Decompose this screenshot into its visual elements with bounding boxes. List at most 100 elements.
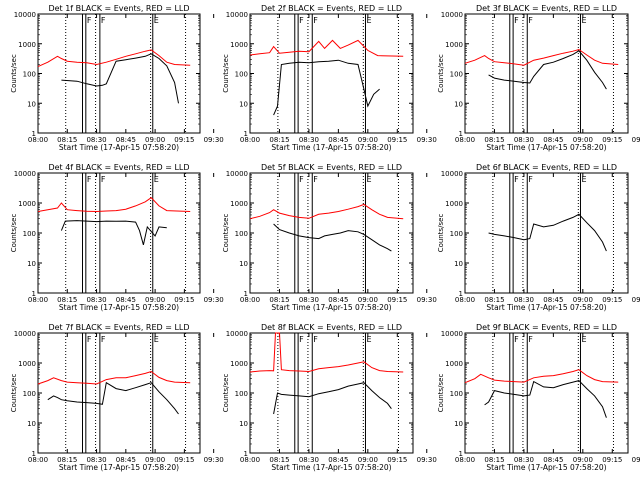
x-tick-label: 08:00 <box>455 136 475 144</box>
x-tick-label: 09:00 <box>573 456 593 464</box>
y-tick-label: 100 <box>450 390 463 398</box>
annotation-label: F <box>528 335 533 344</box>
lld-series-line <box>464 369 619 384</box>
y-tick-label: 1000 <box>230 41 248 49</box>
annotation-label: E <box>366 175 371 184</box>
y-tick-label: 100 <box>450 71 463 79</box>
x-tick-label: 08:15 <box>269 456 289 464</box>
x-tick-label: 08:30 <box>514 456 534 464</box>
lld-series-line <box>37 197 191 213</box>
y-tick-label: 1 <box>459 290 463 298</box>
y-tick-label: 10 <box>27 260 36 268</box>
x-tick-label: 08:00 <box>240 136 260 144</box>
x-tick-label: 08:00 <box>240 456 260 464</box>
x-tick-label: 08:30 <box>514 136 534 144</box>
y-tick-label: 1 <box>32 290 36 298</box>
x-tick-label: 09:30 <box>632 136 640 144</box>
annotation-label: F <box>299 335 304 344</box>
annotation-label: E <box>366 335 371 344</box>
annotation-label: F <box>87 335 92 344</box>
y-tick-label: 10000 <box>14 330 36 338</box>
x-axis-label: Start Time (17-Apr-15 07:58:20) <box>271 143 391 152</box>
panel-title: Det 3f BLACK = Events, RED = LLD <box>476 4 617 13</box>
x-tick-label: 08:00 <box>28 296 48 304</box>
annotation-label: F <box>101 16 106 25</box>
panel-4: Det 4f BLACK = Events, RED = LLD 1 10 100 10… <box>10 163 224 312</box>
events-series-line <box>273 382 392 415</box>
annotation-label: F <box>313 175 318 184</box>
annotation-label: E <box>366 16 371 25</box>
x-tick-label: 09:30 <box>417 296 437 304</box>
x-tick-label: 09:15 <box>387 296 407 304</box>
y-axis-label: Counts/sec <box>10 54 18 93</box>
x-tick-label: 08:00 <box>28 136 48 144</box>
x-tick-label: 09:00 <box>358 296 378 304</box>
annotation-label: E <box>154 175 159 184</box>
x-tick-label: 08:30 <box>299 136 319 144</box>
y-tick-label: 1 <box>32 450 36 458</box>
annotation-label: E <box>154 16 159 25</box>
annotation-label: F <box>514 175 519 184</box>
x-axis-label: Start Time (17-Apr-15 07:58:20) <box>59 303 179 312</box>
panel-1: Det 1f BLACK = Events, RED = LLD 1 10 100 10… <box>10 4 224 152</box>
x-tick-label: 09:00 <box>145 136 165 144</box>
lld-series-line <box>249 332 404 373</box>
y-tick-label: 1 <box>459 130 463 138</box>
lld-series-line <box>37 49 191 68</box>
x-tick-label: 09:30 <box>204 296 224 304</box>
x-tick-label: 09:15 <box>602 136 622 144</box>
events-series-line <box>60 220 167 246</box>
y-tick-label: 1000 <box>445 360 463 368</box>
y-tick-label: 10 <box>454 420 463 428</box>
x-tick-label: 08:15 <box>57 296 77 304</box>
x-tick-label: 08:45 <box>543 136 563 144</box>
x-tick-label: 08:15 <box>57 136 77 144</box>
events-series-line <box>61 53 179 104</box>
y-tick-label: 1000 <box>230 200 248 208</box>
x-tick-label: 09:30 <box>417 456 437 464</box>
x-tick-label: 08:30 <box>86 136 106 144</box>
annotation-label: F <box>101 175 106 184</box>
plot-frame <box>464 13 629 134</box>
x-axis-label: Start Time (17-Apr-15 07:58:20) <box>271 303 391 312</box>
y-axis-label: Counts/sec <box>437 54 445 93</box>
events-series-line <box>488 213 607 252</box>
x-tick-label: 09:15 <box>387 136 407 144</box>
panel-title: Det 4f BLACK = Events, RED = LLD <box>48 163 189 172</box>
lld-series-line <box>249 39 404 57</box>
annotation-label: F <box>299 16 304 25</box>
x-tick-label: 08:30 <box>299 296 319 304</box>
y-tick-label: 1000 <box>18 41 36 49</box>
events-series-line <box>47 381 179 415</box>
x-tick-label: 09:30 <box>632 296 640 304</box>
y-tick-label: 100 <box>235 390 248 398</box>
y-tick-label: 1000 <box>230 360 248 368</box>
plot-frame <box>249 13 414 134</box>
panel-title: Det 1f BLACK = Events, RED = LLD <box>48 4 189 13</box>
events-series-line <box>273 59 380 116</box>
annotation-label: F <box>87 16 92 25</box>
y-tick-label: 100 <box>23 71 36 79</box>
panel-title: Det 5f BLACK = Events, RED = LLD <box>261 163 402 172</box>
y-axis-label: Counts/sec <box>10 214 18 253</box>
y-tick-label: 10 <box>27 100 36 108</box>
x-tick-label: 09:00 <box>573 136 593 144</box>
x-tick-label: 08:45 <box>543 296 563 304</box>
lld-series-line <box>37 370 191 385</box>
y-tick-label: 10000 <box>226 11 248 19</box>
x-tick-label: 08:00 <box>455 456 475 464</box>
x-tick-label: 08:30 <box>514 296 534 304</box>
annotation-label: F <box>299 175 304 184</box>
y-axis-label: Counts/sec <box>222 374 230 413</box>
x-tick-label: 09:15 <box>174 456 194 464</box>
x-tick-label: 08:30 <box>86 456 106 464</box>
x-tick-label: 08:45 <box>328 296 348 304</box>
x-tick-label: 08:00 <box>240 296 260 304</box>
annotation-label: E <box>581 175 586 184</box>
annotation-label: E <box>154 335 159 344</box>
panel-2: Det 2f BLACK = Events, RED = LLD 1 10 100 10… <box>222 4 437 152</box>
x-tick-label: 08:15 <box>484 296 504 304</box>
lld-series-line <box>464 48 619 66</box>
annotation-label: F <box>313 16 318 25</box>
